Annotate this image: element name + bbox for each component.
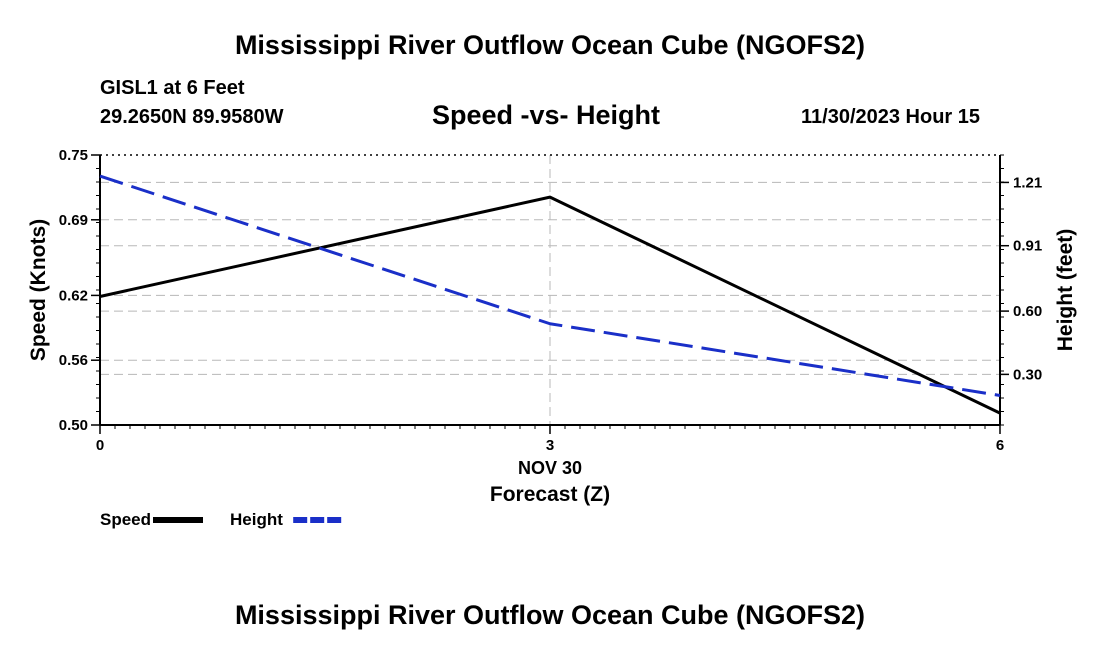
forecast-datetime: 11/30/2023 Hour 15 <box>801 106 981 128</box>
x-tick-label: 0 <box>96 437 104 454</box>
x-tick-label: 3 <box>546 437 554 454</box>
y-left-tick-label: 0.50 <box>59 417 88 434</box>
footer-title: Mississippi River Outflow Ocean Cube (NG… <box>234 600 866 630</box>
y-left-tick-label: 0.69 <box>59 212 88 229</box>
y-axis-title-right: Height (feet) <box>1054 229 1077 352</box>
y-left-tick-label: 0.62 <box>59 287 88 304</box>
legend-label-speed: Speed <box>100 510 151 529</box>
y-right-tick-label: 1.21 <box>1013 174 1042 191</box>
main-title: Mississippi River Outflow Ocean Cube (NG… <box>234 30 866 60</box>
series-line-speed <box>99 195 1001 415</box>
y-axis-title-left: Speed (Knots) <box>27 219 50 361</box>
y-right-tick-label: 0.91 <box>1013 238 1042 255</box>
coordinates-label: 29.2650N 89.9580W <box>100 106 284 128</box>
legend-label-height: Height <box>230 510 283 529</box>
y-left-tick-label: 0.75 <box>59 147 88 164</box>
x-tick-label: 6 <box>996 437 1004 454</box>
station-label: GISL1 at 6 Feet <box>100 77 245 99</box>
chart-subtitle: Speed -vs- Height <box>432 100 661 130</box>
y-right-tick-label: 0.60 <box>1013 303 1042 320</box>
series-line-height <box>99 174 1001 397</box>
x-date-label: NOV 30 <box>518 458 582 478</box>
y-left-tick-label: 0.56 <box>59 352 88 369</box>
x-axis-title: Forecast (Z) <box>490 483 610 506</box>
y-right-tick-label: 0.30 <box>1013 366 1042 383</box>
